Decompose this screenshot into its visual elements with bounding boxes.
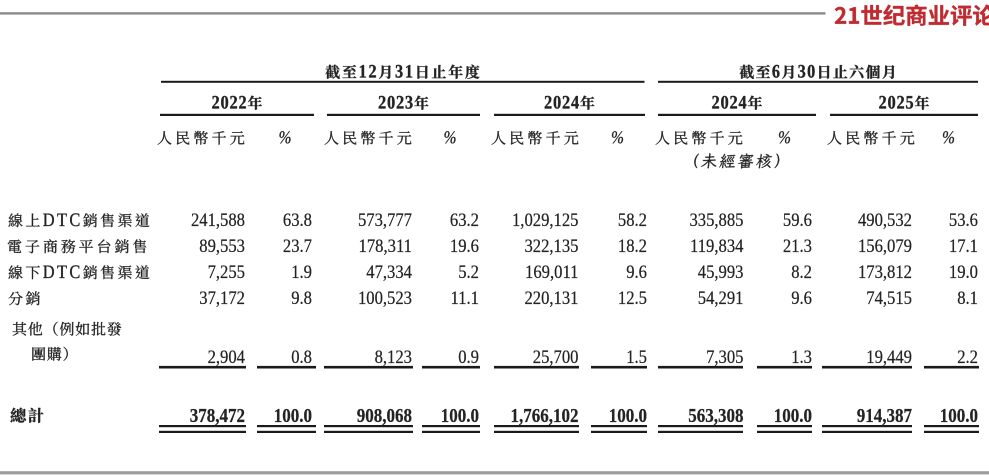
svg-text:25,700: 25,700: [533, 346, 579, 367]
svg-text:47,334: 47,334: [366, 261, 412, 282]
svg-text:335,885: 335,885: [689, 209, 743, 230]
svg-text:7,255: 7,255: [208, 261, 245, 282]
svg-text:8,123: 8,123: [375, 346, 412, 367]
svg-text:89,553: 89,553: [199, 235, 245, 256]
svg-text:54,291: 54,291: [698, 287, 744, 308]
svg-text:1.5: 1.5: [626, 346, 647, 367]
svg-text:119,834: 119,834: [690, 235, 743, 256]
svg-text:19,449: 19,449: [866, 346, 912, 367]
svg-text:8.2: 8.2: [791, 261, 812, 282]
svg-text:563,308: 563,308: [688, 405, 743, 428]
svg-text:908,068: 908,068: [357, 405, 412, 428]
svg-text:12.5: 12.5: [618, 287, 647, 308]
svg-text:45,993: 45,993: [698, 261, 744, 282]
svg-text:173,812: 173,812: [858, 261, 912, 282]
svg-text:18.2: 18.2: [618, 235, 647, 256]
svg-text:63.2: 63.2: [450, 209, 479, 230]
svg-text:0.8: 0.8: [291, 346, 312, 367]
svg-text:7,305: 7,305: [706, 346, 743, 367]
svg-text:2.2: 2.2: [957, 346, 978, 367]
svg-text:5.2: 5.2: [458, 261, 479, 282]
svg-text:378,472: 378,472: [190, 405, 245, 428]
svg-text:178,311: 178,311: [359, 235, 412, 256]
svg-text:0.9: 0.9: [458, 346, 479, 367]
svg-text:8.1: 8.1: [957, 287, 978, 308]
svg-text:9.6: 9.6: [791, 287, 812, 308]
svg-text:100,523: 100,523: [358, 287, 412, 308]
svg-text:59.6: 59.6: [783, 209, 812, 230]
svg-text:100.0: 100.0: [940, 405, 978, 428]
svg-text:9.6: 9.6: [626, 261, 647, 282]
svg-text:490,532: 490,532: [858, 209, 912, 230]
svg-text:9.8: 9.8: [291, 287, 312, 308]
svg-text:19.6: 19.6: [450, 235, 479, 256]
svg-text:100.0: 100.0: [609, 405, 647, 428]
svg-text:11.1: 11.1: [450, 287, 479, 308]
svg-text:63.8: 63.8: [283, 209, 312, 230]
svg-text:100.0: 100.0: [274, 405, 312, 428]
svg-text:1.9: 1.9: [291, 261, 312, 282]
svg-text:1.3: 1.3: [791, 346, 812, 367]
svg-text:914,387: 914,387: [857, 405, 912, 428]
svg-text:21.3: 21.3: [783, 235, 812, 256]
svg-text:53.6: 53.6: [949, 209, 978, 230]
svg-text:573,777: 573,777: [358, 209, 412, 230]
svg-text:2,904: 2,904: [208, 346, 245, 367]
svg-text:169,011: 169,011: [525, 261, 578, 282]
svg-text:1,766,102: 1,766,102: [511, 405, 579, 428]
svg-text:156,079: 156,079: [858, 235, 912, 256]
svg-text:58.2: 58.2: [618, 209, 647, 230]
svg-text:100.0: 100.0: [774, 405, 812, 428]
svg-text:37,172: 37,172: [199, 287, 245, 308]
svg-text:19.0: 19.0: [949, 261, 978, 282]
svg-text:241,588: 241,588: [191, 209, 245, 230]
svg-text:17.1: 17.1: [949, 235, 978, 256]
svg-text:100.0: 100.0: [441, 405, 479, 428]
svg-text:23.7: 23.7: [283, 235, 312, 256]
svg-text:220,131: 220,131: [524, 287, 578, 308]
svg-text:74,515: 74,515: [866, 287, 912, 308]
svg-text:322,135: 322,135: [524, 235, 578, 256]
svg-text:1,029,125: 1,029,125: [512, 209, 579, 230]
